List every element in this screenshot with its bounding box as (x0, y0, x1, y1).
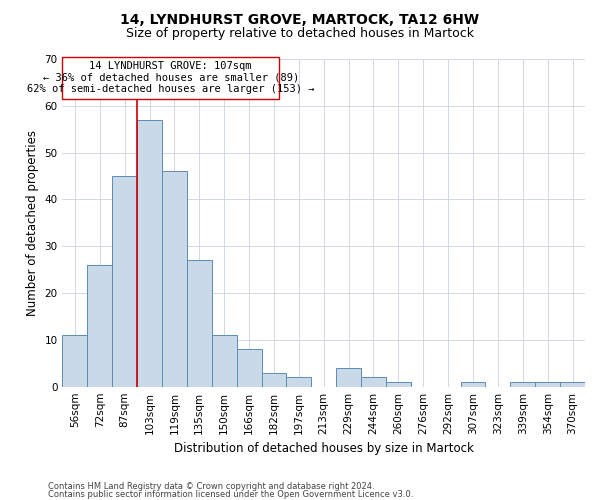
Bar (88, 265, 112, 386)
Bar (236, 349, 262, 387)
Bar (162, 172, 187, 386)
Bar (336, 368, 361, 386)
Text: 14, LYNDHURST GROVE, MARTOCK, TA12 6HW: 14, LYNDHURST GROVE, MARTOCK, TA12 6HW (121, 12, 479, 26)
Text: Contains public sector information licensed under the Open Government Licence v3: Contains public sector information licen… (48, 490, 413, 499)
Bar (137, 120, 162, 386)
Bar (212, 335, 236, 386)
Bar (386, 382, 411, 386)
Bar (535, 382, 560, 386)
Bar (560, 382, 585, 386)
Bar (361, 378, 386, 386)
Text: Contains HM Land Registry data © Crown copyright and database right 2024.: Contains HM Land Registry data © Crown c… (48, 482, 374, 491)
X-axis label: Distribution of detached houses by size in Martock: Distribution of detached houses by size … (174, 442, 473, 455)
Bar (112, 176, 137, 386)
FancyBboxPatch shape (62, 56, 279, 99)
Bar (461, 382, 485, 386)
Bar (62, 335, 88, 386)
Bar (286, 378, 311, 386)
Text: Size of property relative to detached houses in Martock: Size of property relative to detached ho… (126, 28, 474, 40)
Bar (511, 382, 535, 386)
Bar (262, 372, 286, 386)
Text: 14 LYNDHURST GROVE: 107sqm
← 36% of detached houses are smaller (89)
62% of semi: 14 LYNDHURST GROVE: 107sqm ← 36% of deta… (27, 61, 314, 94)
Y-axis label: Number of detached properties: Number of detached properties (26, 130, 39, 316)
Bar (187, 260, 212, 386)
